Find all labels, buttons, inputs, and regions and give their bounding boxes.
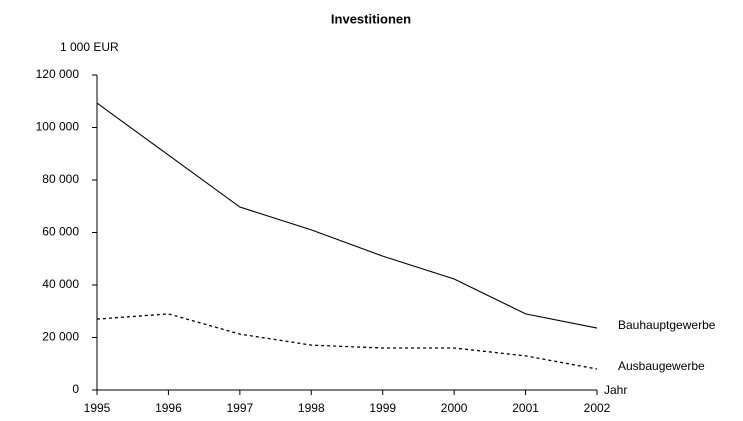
x-axis-label: Jahr xyxy=(604,383,627,397)
legend-label: Ausbaugewerbe xyxy=(618,359,705,373)
y-tick-label: 40 000 xyxy=(42,277,79,291)
y-tick-label: 100 000 xyxy=(36,120,80,134)
x-tick-label: 2000 xyxy=(441,401,468,415)
y-tick-label: 60 000 xyxy=(42,225,79,239)
x-tick-label: 1995 xyxy=(84,401,111,415)
y-axis-label: 1 000 EUR xyxy=(60,40,119,54)
series-line xyxy=(96,313,598,370)
y-tick-label: 0 xyxy=(72,382,79,396)
x-tick-label: 1998 xyxy=(298,401,325,415)
chart-title: Investitionen xyxy=(331,11,411,26)
x-tick-label: 1996 xyxy=(155,401,182,415)
x-tick-label: 2002 xyxy=(584,401,611,415)
x-tick-label: 2001 xyxy=(512,401,539,415)
y-tick-label: 20 000 xyxy=(42,330,79,344)
x-tick-label: 1999 xyxy=(369,401,396,415)
y-tick-label: 120 000 xyxy=(36,67,80,81)
x-tick-label: 1997 xyxy=(227,401,254,415)
legend-label: Bauhauptgewerbe xyxy=(618,318,716,332)
y-tick-label: 80 000 xyxy=(42,172,79,186)
series-line xyxy=(96,102,598,329)
